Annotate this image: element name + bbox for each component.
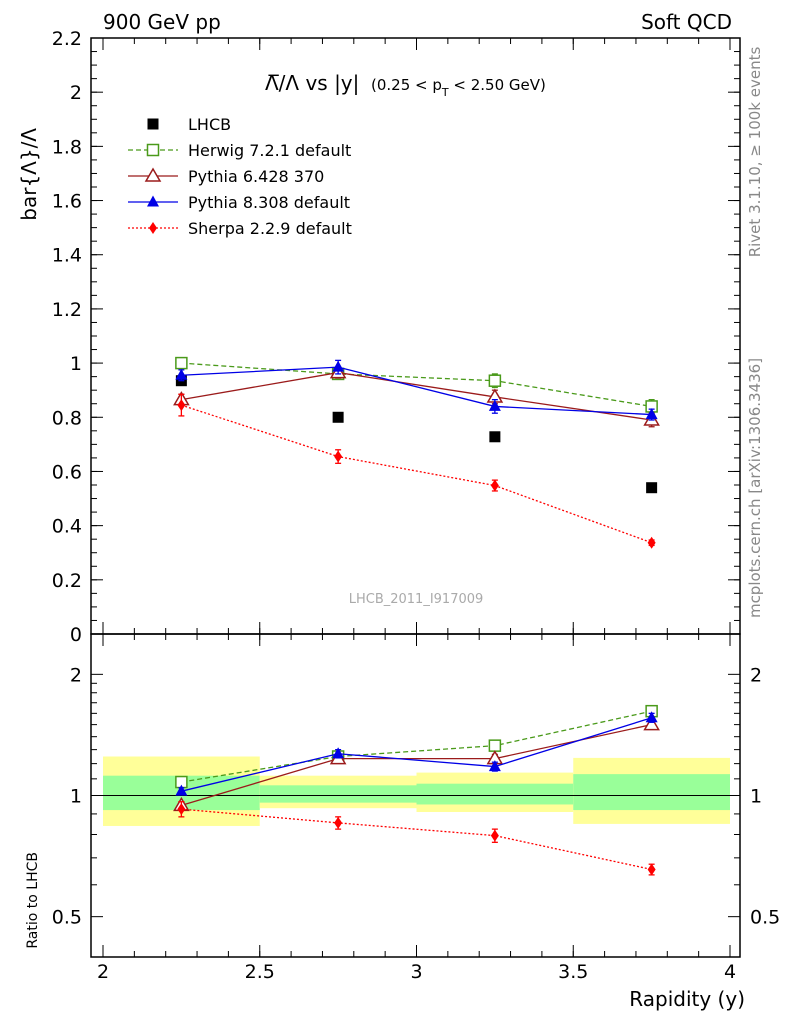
ratio-line-pythia8	[181, 717, 652, 792]
main-point-pythia8	[175, 368, 188, 380]
ratio-band-green	[416, 783, 574, 805]
x-tick-label: 2	[97, 961, 109, 983]
ratio-ytick-label: 0.5	[52, 907, 82, 929]
main-point-sherpa	[490, 479, 499, 492]
main-point-data	[332, 411, 344, 423]
ratio-band-green	[573, 774, 730, 811]
x-tick-label: 4	[724, 961, 736, 983]
ratio-point-pythia6	[643, 716, 660, 731]
plot-title-cut: (0.25 < pT < 2.50 GeV)	[371, 76, 546, 99]
main-series-data	[175, 375, 658, 494]
ratio-uncertainty-bands	[91, 756, 740, 826]
main-ytick-label: 0.8	[52, 407, 82, 429]
main-point-herwig	[175, 356, 188, 370]
side-label-rivet: Rivet 3.1.10, ≥ 100k events	[746, 47, 764, 258]
legend-marker-herwig	[146, 143, 160, 157]
ratio-axes: 0.5 0.5 1 1 2 2 2 2.5 3 3.5 4	[52, 634, 780, 983]
plot-title-cut-a: (0.25 < p	[371, 76, 442, 94]
main-ytick-label: 0.2	[52, 570, 82, 592]
main-point-pythia8	[488, 399, 501, 411]
ratio-point-pythia8	[332, 747, 345, 759]
side-label-mcplots: mcplots.cern.ch [arXiv:1306.3436]	[746, 358, 764, 618]
ratio-ytick-label-right: 0.5	[750, 907, 780, 929]
main-point-sherpa	[177, 399, 186, 412]
ratio-panel-frame	[90, 633, 741, 958]
plot-title-main: Λ̅/Λ vs |y|	[265, 71, 359, 95]
main-point-pythia8	[645, 408, 658, 420]
main-line-pythia6	[181, 371, 652, 421]
main-series-sherpa	[177, 393, 656, 549]
header-left: 900 GeV pp	[103, 10, 221, 34]
ratio-point-pythia8	[175, 784, 188, 796]
main-point-data	[646, 482, 658, 494]
ratio-series-sherpa	[177, 801, 656, 876]
ratio-ylabel: Ratio to LHCB	[25, 852, 41, 949]
legend-label-herwig: Herwig 7.2.1 default	[188, 141, 351, 160]
main-line-herwig	[181, 362, 652, 408]
main-axes: 0 0.2 0.4 0.6 0.8 1 1.2 1.4 1.6 1.8 2 2.2	[52, 28, 740, 646]
legend-item-herwig: Herwig 7.2.1 default	[128, 141, 351, 160]
main-ytick-label: 0.4	[52, 516, 82, 538]
main-series-layer	[173, 356, 660, 549]
panel-frames	[90, 37, 741, 958]
analysis-watermark: LHCB_2011_I917009	[349, 592, 484, 607]
plot-title: Λ̅/Λ vs |y| (0.25 < pT < 2.50 GeV)	[265, 71, 546, 99]
legend-marker-pythia8	[147, 195, 159, 207]
legend-item-pythia6: Pythia 6.428 370	[128, 167, 324, 186]
main-line-sherpa	[181, 404, 652, 544]
legend-marker-data	[147, 118, 159, 130]
main-ytick-label: 1.6	[52, 191, 82, 213]
ratio-ytick-label: 2	[70, 664, 82, 686]
main-ytick-label: 1.8	[52, 136, 82, 158]
ratio-line-herwig	[181, 710, 652, 783]
ratio-ytick-label-right: 1	[750, 786, 762, 808]
plot-title-cut-sub: T	[441, 86, 449, 99]
legend-marker-sherpa	[149, 222, 157, 234]
ratio-series-pythia8	[175, 711, 658, 796]
main-point-data	[489, 431, 501, 443]
main-series-pythia6	[173, 364, 660, 428]
ratio-band-green	[259, 785, 417, 803]
main-ytick-label: 1	[70, 353, 82, 375]
ratio-point-pythia8	[488, 760, 501, 772]
x-axis-label: Rapidity (y)	[629, 987, 745, 1011]
legend: LHCB Herwig 7.2.1 default Pythia 6.428 370…	[128, 115, 352, 238]
main-line-pythia8	[181, 366, 652, 416]
x-tick-label: 3	[410, 961, 422, 983]
main-ytick-label: 2.2	[52, 28, 82, 50]
legend-item-pythia8: Pythia 8.308 default	[128, 193, 350, 212]
header-right: Soft QCD	[641, 10, 732, 34]
ratio-ytick-label-right: 2	[750, 664, 762, 686]
legend-marker-pythia6	[144, 167, 162, 182]
legend-label-data: LHCB	[188, 115, 231, 134]
main-series-pythia8	[175, 359, 658, 421]
ratio-point-sherpa	[647, 863, 656, 876]
main-point-pythia8	[332, 360, 345, 372]
main-ytick-label: 0.6	[52, 461, 82, 483]
ratio-point-sherpa	[177, 803, 186, 816]
legend-item-sherpa: Sherpa 2.2.9 default	[128, 219, 352, 238]
ratio-ytick-label: 1	[70, 786, 82, 808]
main-ytick-label: 1.4	[52, 245, 82, 267]
legend-label-pythia8: Pythia 8.308 default	[188, 193, 350, 212]
plot-title-cut-b: < 2.50 GeV)	[449, 76, 546, 94]
main-ylabel: bar{Λ}/Λ	[17, 128, 41, 221]
main-ytick-label: 1.2	[52, 299, 82, 321]
x-tick-label: 3.5	[558, 961, 588, 983]
ratio-series-layer	[173, 704, 660, 876]
main-point-herwig	[488, 374, 502, 387]
ratio-point-pythia8	[645, 711, 658, 723]
main-point-sherpa	[647, 536, 656, 549]
legend-label-pythia6: Pythia 6.428 370	[188, 167, 324, 186]
legend-label-sherpa: Sherpa 2.2.9 default	[188, 219, 352, 238]
main-ytick-label: 2	[70, 82, 82, 104]
main-ytick-label: 0	[70, 624, 82, 646]
main-point-sherpa	[334, 450, 343, 463]
x-tick-label: 2.5	[245, 961, 275, 983]
ratio-point-sherpa	[334, 816, 343, 829]
ratio-point-herwig	[488, 739, 502, 752]
legend-item-data: LHCB	[147, 115, 231, 134]
ratio-point-sherpa	[490, 829, 499, 842]
